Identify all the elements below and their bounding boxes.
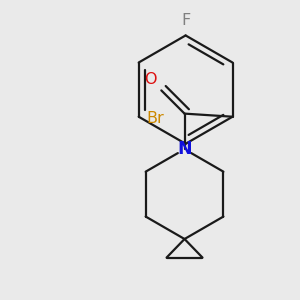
Text: F: F bbox=[181, 13, 190, 28]
Text: N: N bbox=[177, 140, 192, 158]
Text: Br: Br bbox=[146, 111, 164, 126]
Text: O: O bbox=[144, 72, 157, 87]
